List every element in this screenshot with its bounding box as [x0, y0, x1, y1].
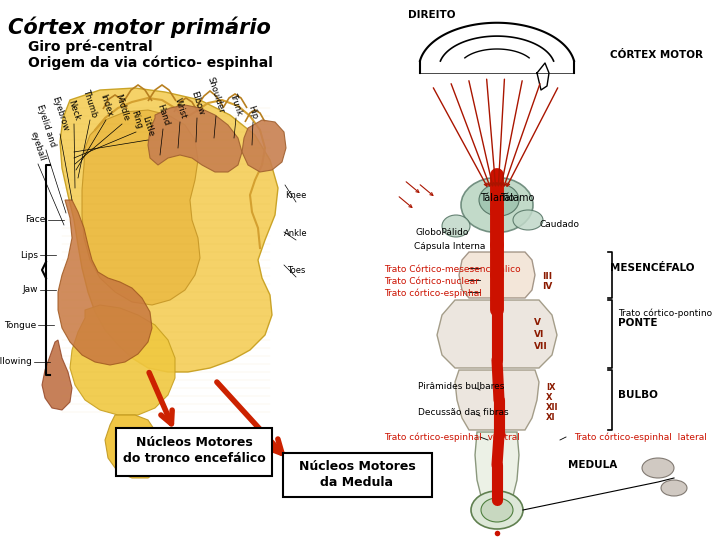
- Text: Face: Face: [25, 216, 46, 224]
- Polygon shape: [475, 432, 519, 500]
- Text: VII: VII: [534, 342, 547, 351]
- Text: XI: XI: [546, 413, 555, 422]
- Text: Córtex motor primário: Córtex motor primário: [8, 16, 271, 38]
- Polygon shape: [105, 415, 165, 478]
- Text: Decussão das fibras: Decussão das fibras: [418, 408, 509, 417]
- Text: Tálamo: Tálamo: [480, 193, 514, 203]
- Text: PONTE: PONTE: [618, 318, 657, 328]
- Polygon shape: [437, 300, 557, 368]
- Text: Knee: Knee: [285, 191, 306, 200]
- Text: Index: Index: [98, 93, 114, 118]
- Polygon shape: [242, 120, 286, 172]
- Text: MESENCÉFALO: MESENCÉFALO: [610, 263, 695, 273]
- Text: Toes: Toes: [287, 266, 305, 275]
- Text: Elbow: Elbow: [189, 90, 205, 116]
- Text: MEDULA: MEDULA: [568, 460, 617, 470]
- Text: Giro pré-central: Giro pré-central: [28, 40, 153, 55]
- Ellipse shape: [461, 177, 533, 233]
- Text: Trato córtico-espinhal: Trato córtico-espinhal: [384, 289, 482, 299]
- Text: Wrist: Wrist: [173, 97, 188, 120]
- Text: CÓRTEX MOTOR: CÓRTEX MOTOR: [610, 50, 703, 60]
- Text: DIREITO: DIREITO: [408, 10, 456, 20]
- Polygon shape: [60, 88, 278, 372]
- Text: Tongue: Tongue: [4, 321, 36, 329]
- Text: Tálamo: Tálamo: [500, 193, 534, 203]
- Text: Trato córtico-espinhal  lateral: Trato córtico-espinhal lateral: [574, 432, 707, 442]
- Text: Caudado: Caudado: [540, 220, 580, 229]
- Ellipse shape: [471, 491, 523, 529]
- Polygon shape: [82, 110, 200, 305]
- Polygon shape: [455, 370, 539, 430]
- Text: Pirâmides bulbares: Pirâmides bulbares: [418, 382, 505, 391]
- Text: Eyelid and: Eyelid and: [35, 103, 57, 148]
- Text: VI: VI: [534, 330, 545, 339]
- Text: Núcleos Motores: Núcleos Motores: [135, 436, 253, 449]
- FancyBboxPatch shape: [283, 453, 432, 497]
- Ellipse shape: [513, 210, 543, 230]
- Text: BULBO: BULBO: [618, 390, 658, 400]
- Text: Swallowing: Swallowing: [0, 358, 32, 366]
- Text: Thumb: Thumb: [82, 87, 99, 118]
- Text: Shoulder: Shoulder: [206, 75, 226, 114]
- Text: Lips: Lips: [20, 251, 38, 259]
- Text: Ankle: Ankle: [284, 229, 308, 238]
- Polygon shape: [459, 252, 535, 298]
- Text: Trato Córtico-nuclear: Trato Córtico-nuclear: [384, 277, 479, 286]
- Text: do tronco encefálico: do tronco encefálico: [122, 453, 266, 466]
- Text: Eyebrow: Eyebrow: [50, 95, 70, 132]
- Text: Trato Córtico-mesesencefálico: Trato Córtico-mesesencefálico: [384, 265, 521, 274]
- Polygon shape: [42, 340, 72, 410]
- Text: eyeball: eyeball: [29, 130, 47, 162]
- Text: da Medula: da Medula: [320, 477, 394, 490]
- Text: Neck: Neck: [66, 99, 82, 122]
- Ellipse shape: [642, 458, 674, 478]
- Text: Middle: Middle: [114, 93, 130, 122]
- Text: IX: IX: [546, 383, 555, 392]
- Text: III: III: [542, 272, 552, 281]
- Text: Little: Little: [141, 115, 156, 138]
- Text: Hip: Hip: [247, 104, 259, 120]
- Text: GloboPálido: GloboPálido: [416, 228, 470, 237]
- Polygon shape: [70, 305, 175, 415]
- Ellipse shape: [481, 498, 513, 522]
- Ellipse shape: [479, 184, 519, 216]
- Text: XII: XII: [546, 403, 558, 412]
- Text: Trunk: Trunk: [228, 92, 244, 116]
- Ellipse shape: [661, 480, 687, 496]
- Text: Núcleos Motores: Núcleos Motores: [298, 460, 416, 473]
- Text: Origem da via córtico- espinhal: Origem da via córtico- espinhal: [28, 55, 273, 69]
- Text: Trato córtico-pontino: Trato córtico-pontino: [618, 308, 712, 318]
- Text: IV: IV: [542, 282, 553, 291]
- Text: Hand: Hand: [155, 103, 171, 127]
- FancyBboxPatch shape: [116, 428, 272, 476]
- Text: Trato córtico-espinhal  ventral: Trato córtico-espinhal ventral: [384, 432, 520, 442]
- Polygon shape: [148, 105, 242, 172]
- Text: Jaw: Jaw: [23, 286, 38, 294]
- Text: Cápsula Interna: Cápsula Interna: [414, 242, 486, 251]
- Text: V: V: [534, 318, 541, 327]
- Ellipse shape: [442, 215, 470, 237]
- Polygon shape: [58, 200, 152, 365]
- Text: X: X: [546, 393, 553, 402]
- Text: Ring: Ring: [129, 109, 143, 130]
